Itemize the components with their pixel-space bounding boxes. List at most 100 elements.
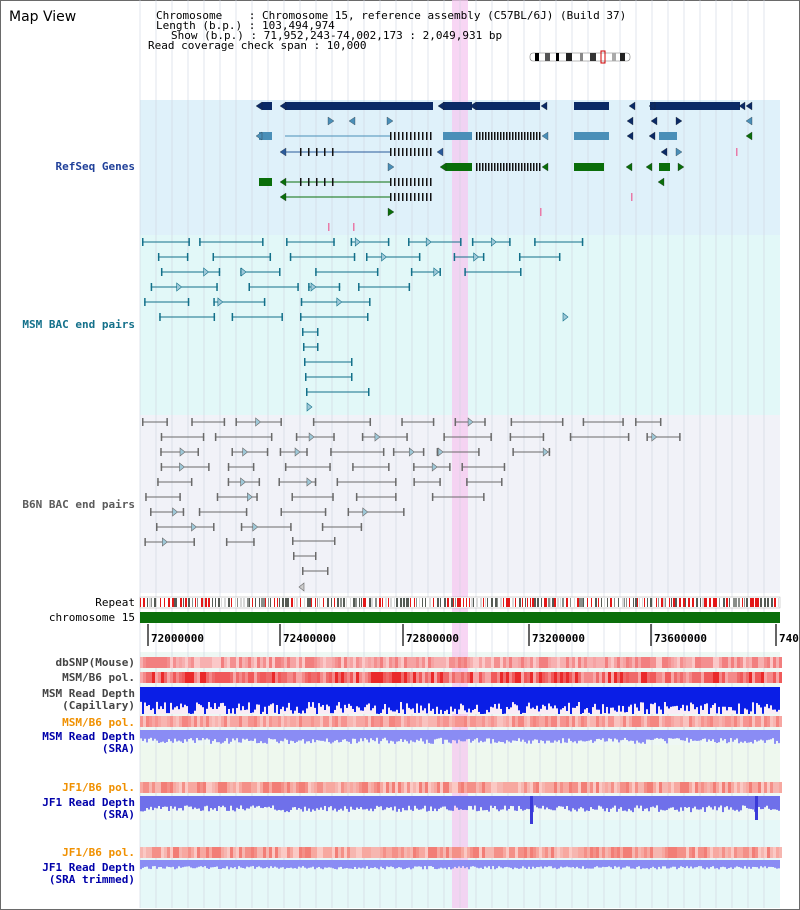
depth-bar bbox=[142, 796, 144, 812]
track-label-msm-b6-pol[interactable]: MSM/B6 pol. bbox=[62, 671, 135, 684]
depth-bar bbox=[698, 796, 700, 810]
depth-bar bbox=[460, 860, 462, 868]
depth-bar bbox=[318, 796, 320, 810]
depth-bar bbox=[598, 860, 600, 868]
depth-bar bbox=[766, 730, 768, 741]
repeat-element bbox=[546, 598, 547, 607]
depth-bar bbox=[238, 796, 240, 809]
repeat-element bbox=[371, 598, 373, 607]
repeat-element bbox=[560, 598, 561, 607]
heat-cell bbox=[149, 847, 152, 858]
track-label-b6n-bac[interactable]: B6N BAC end pairs bbox=[22, 498, 135, 511]
depth-bar bbox=[622, 860, 624, 868]
track-label-jf1-b6-pol2[interactable]: JF1/B6 pol. bbox=[62, 846, 135, 859]
heat-cell bbox=[557, 672, 560, 683]
depth-bar bbox=[174, 730, 176, 739]
heat-cell bbox=[161, 847, 164, 858]
depth-bar bbox=[520, 860, 522, 869]
track-label-chromosome[interactable]: chromosome 15 bbox=[48, 611, 135, 624]
heat-cell bbox=[467, 716, 470, 727]
depth-bar bbox=[380, 730, 382, 742]
heat-cell bbox=[290, 672, 293, 683]
heat-cell bbox=[581, 847, 584, 858]
track-label-jf1-depth-trim[interactable]: JF1 Read Depth (SRA trimmed) bbox=[42, 861, 135, 886]
heat-cell bbox=[245, 847, 248, 858]
gene-strand-arrow bbox=[648, 131, 656, 141]
heat-cell bbox=[620, 657, 623, 668]
depth-bar bbox=[356, 796, 358, 808]
bac-end-tick bbox=[156, 523, 158, 531]
track-label-refseq[interactable]: RefSeq Genes bbox=[55, 160, 135, 173]
gene-strand-arrow bbox=[436, 147, 444, 157]
depth-bar bbox=[228, 796, 230, 811]
heat-cell bbox=[776, 716, 779, 727]
heat-cell bbox=[545, 716, 548, 727]
depth-bar bbox=[150, 730, 152, 738]
heat-cell bbox=[155, 847, 158, 858]
heat-cell bbox=[266, 657, 269, 668]
heat-cell bbox=[728, 782, 731, 793]
heat-cell bbox=[638, 782, 641, 793]
heat-cell bbox=[314, 716, 317, 727]
heat-cell bbox=[659, 716, 662, 727]
heat-cell bbox=[320, 657, 323, 668]
depth-bar bbox=[364, 687, 366, 708]
depth-bar bbox=[638, 860, 640, 867]
track-label-repeat[interactable]: Repeat bbox=[95, 596, 135, 609]
depth-bar bbox=[552, 687, 554, 709]
heat-cell bbox=[407, 672, 410, 683]
heat-cell bbox=[755, 716, 758, 727]
depth-bar bbox=[414, 687, 416, 713]
depth-bar bbox=[316, 687, 318, 714]
track-label-msm-bac[interactable]: MSM BAC end pairs bbox=[22, 318, 135, 331]
heat-cell bbox=[284, 716, 287, 727]
track-label-jf1-depth-sra[interactable]: JF1 Read Depth (SRA) bbox=[42, 796, 135, 821]
repeat-element bbox=[212, 598, 213, 607]
depth-bar bbox=[446, 796, 448, 810]
track-label-dbsnp[interactable]: dbSNP(Mouse) bbox=[55, 656, 135, 669]
heat-cell bbox=[167, 716, 170, 727]
bac-end-tick bbox=[302, 328, 304, 336]
depth-bar bbox=[308, 687, 310, 703]
heat-cell bbox=[140, 847, 143, 858]
heat-cell bbox=[215, 672, 218, 683]
track-label-jf1-b6-pol[interactable]: JF1/B6 pol. bbox=[62, 781, 135, 794]
heat-cell bbox=[542, 657, 545, 668]
depth-bar bbox=[540, 687, 542, 709]
depth-bar bbox=[690, 796, 692, 813]
depth-bar bbox=[564, 796, 566, 810]
repeat-element bbox=[537, 598, 539, 607]
depth-bar bbox=[584, 796, 586, 812]
depth-bar bbox=[354, 860, 356, 867]
track-label-msm-depth-cap[interactable]: MSM Read Depth (Capillary) bbox=[42, 687, 135, 712]
depth-bar bbox=[162, 687, 164, 709]
heat-cell bbox=[308, 847, 311, 858]
depth-bar bbox=[248, 796, 250, 809]
heat-cell bbox=[176, 847, 179, 858]
heat-cell bbox=[422, 716, 425, 727]
heat-cell bbox=[239, 782, 242, 793]
heat-cell bbox=[515, 782, 518, 793]
depth-bar bbox=[512, 860, 514, 870]
depth-bar bbox=[192, 730, 194, 741]
heat-cell bbox=[464, 847, 467, 858]
heat-cell bbox=[359, 716, 362, 727]
depth-bar bbox=[470, 687, 472, 713]
heat-cell bbox=[155, 782, 158, 793]
heat-cell bbox=[170, 847, 173, 858]
repeat-element bbox=[665, 598, 666, 607]
heat-cell bbox=[404, 716, 407, 727]
depth-bar bbox=[236, 796, 238, 808]
depth-bar bbox=[634, 687, 636, 704]
track-label-msm-b6-pol2[interactable]: MSM/B6 pol. bbox=[62, 716, 135, 729]
track-label-msm-depth-sra[interactable]: MSM Read Depth (SRA) bbox=[42, 730, 135, 755]
heat-cell bbox=[524, 847, 527, 858]
depth-bar bbox=[538, 796, 540, 809]
heat-cell bbox=[281, 782, 284, 793]
repeat-element bbox=[176, 598, 177, 607]
bac-end-tick bbox=[280, 418, 282, 426]
heat-cell bbox=[629, 657, 632, 668]
heat-cell bbox=[542, 847, 545, 858]
depth-bar bbox=[292, 860, 294, 869]
